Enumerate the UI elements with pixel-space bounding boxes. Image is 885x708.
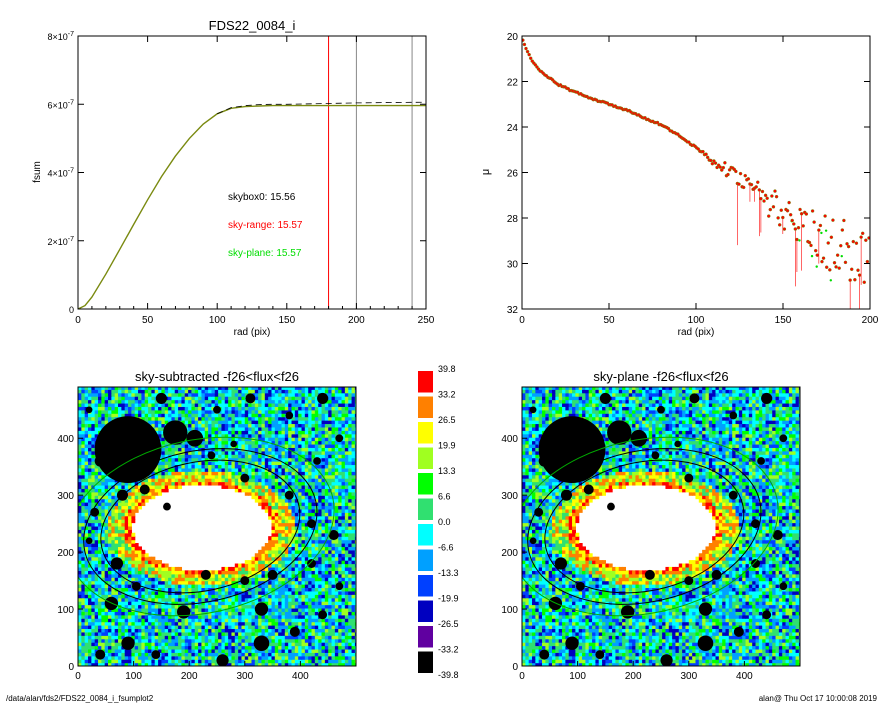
footer-timestamp: alan@ Thu Oct 17 10:00:08 2019 — [758, 694, 877, 703]
colorbar-label-2: 26.5 — [438, 415, 456, 425]
colorbar-label-4: 13.3 — [438, 466, 456, 476]
panel-sky-plane: sky-plane -f26<flux<f26 0 100 200 300 400 0 10… — [501, 369, 801, 682]
fsum-xtick-label-0: 0 — [75, 315, 81, 326]
sky-plane-map-ellipse-0 — [544, 459, 745, 594]
sky-plane-map-ellipse-1 — [527, 448, 762, 605]
colorbar-label-3: 19.9 — [438, 441, 456, 451]
colorbar-swatch-11 — [418, 651, 433, 673]
residual-map-ellipse-1 — [83, 448, 318, 605]
sky-plane-map-xtick-label-3: 300 — [680, 671, 697, 682]
fsum-xtick-label-1: 50 — [142, 315, 154, 326]
residual-map-xtick-label-2: 200 — [181, 671, 198, 682]
sky-plane-map-ellipse-2 — [522, 436, 779, 617]
fsum-ytick-label-0: 0 — [69, 305, 74, 315]
colorbar-swatch-9 — [418, 600, 433, 622]
panel-fsum-xlabel: rad (pix) — [234, 327, 271, 338]
residual-map-xtick-label-4: 400 — [292, 671, 309, 682]
panel-fsum: FDS22_0084_i 0 50 100 150 200 250 0 2×10-7 4×10-… — [32, 18, 435, 338]
sb-xtick-label-0: 0 — [519, 315, 525, 326]
annotation-sky-range: sky-range: 15.57 — [228, 220, 303, 231]
fsum-series-solid — [78, 104, 426, 309]
panel-surface-brightness-xlabel: rad (pix) — [678, 327, 715, 338]
colorbar-label-8: -13.3 — [438, 568, 459, 578]
colorbar-swatch-4 — [418, 473, 433, 495]
panel-fsum-title: FDS22_0084_i — [209, 18, 296, 33]
colorbar-swatch-2 — [418, 422, 433, 444]
fsum-ytick-label-1: 2×10-7 — [47, 236, 74, 247]
colorbar-swatch-7 — [418, 549, 433, 571]
colorbar: 39.8 33.2 26.5 19.9 13.3 6.6 0.0 -6.6 -13.3 -19.9… — [418, 364, 459, 680]
colorbar-label-11: -33.2 — [438, 645, 459, 655]
colorbar-swatch-5 — [418, 498, 433, 520]
colorbar-label-12: -39.8 — [438, 670, 459, 680]
fsum-ytick-label-3: 6×10-7 — [47, 99, 74, 110]
colorbar-label-0: 39.8 — [438, 364, 456, 374]
sb-ytick-label-6: 32 — [507, 305, 519, 316]
sb-ytick-label-2: 24 — [507, 123, 519, 134]
residual-map-ytick-label-3: 300 — [57, 491, 74, 502]
residual-map-ellipse-2 — [78, 436, 335, 617]
fsum-series-dashed — [217, 101, 426, 115]
fsum-xtick-label-4: 200 — [348, 315, 365, 326]
colorbar-label-6: 0.0 — [438, 517, 451, 527]
sky-plane-map-ytick-label-3: 300 — [501, 491, 518, 502]
residual-map-xtick-label-1: 100 — [125, 671, 142, 682]
sky-plane-map-xtick-label-2: 200 — [625, 671, 642, 682]
residual-map-xtick-label-3: 300 — [236, 671, 253, 682]
panel-sky-subtracted-frame — [77, 386, 357, 667]
panel-fsum-frame — [77, 35, 427, 310]
panel-sky-subtracted: sky-subtracted -f26<flux<f26 0 100 200 300 4… — [57, 369, 357, 682]
residual-map-xtick-label-0: 0 — [75, 671, 81, 682]
fsum-xtick-label-3: 150 — [278, 315, 295, 326]
residual-map-ellipse-0 — [100, 459, 301, 594]
sb-ytick-label-0: 20 — [507, 32, 519, 43]
sb-xtick-label-3: 150 — [775, 315, 792, 326]
sky-plane-map-ytick-label-2: 200 — [501, 548, 518, 559]
sb-xtick-label-4: 200 — [862, 315, 879, 326]
sky-plane-map-xtick-label-1: 100 — [569, 671, 586, 682]
colorbar-swatch-0 — [418, 371, 433, 393]
footer-file-path: /data/alan/fds2/FDS22_0084_i_fsumplot2 — [6, 694, 154, 703]
sky-plane-map-xtick-label-4: 400 — [736, 671, 753, 682]
sb-ytick-label-4: 28 — [507, 214, 519, 225]
sky-plane-map-ytick-label-4: 400 — [501, 434, 518, 445]
panel-surface-brightness-ylabel: μ — [480, 169, 492, 175]
colorbar-swatch-10 — [418, 626, 433, 648]
sky-plane-map-ytick-label-0: 0 — [512, 662, 518, 673]
annotation-skybox0: skybox0: 15.56 — [228, 192, 296, 203]
annotation-sky-plane: sky-plane: 15.57 — [228, 248, 302, 259]
panel-fsum-ylabel: fsum — [32, 161, 43, 183]
colorbar-label-5: 6.6 — [438, 492, 451, 502]
sky-plane-map-xtick-label-0: 0 — [519, 671, 525, 682]
panel-sky-subtracted-title: sky-subtracted -f26<flux<f26 — [135, 369, 299, 384]
sky-plane-map-ytick-label-1: 100 — [501, 605, 518, 616]
colorbar-swatch-6 — [418, 524, 433, 546]
colorbar-label-10: -26.5 — [438, 619, 459, 629]
residual-map-ytick-label-4: 400 — [57, 434, 74, 445]
residual-map-ytick-label-2: 200 — [57, 548, 74, 559]
residual-map-ytick-label-1: 100 — [57, 605, 74, 616]
colorbar-label-9: -19.9 — [438, 594, 459, 604]
sb-xtick-label-2: 100 — [688, 315, 705, 326]
sb-ytick-label-5: 30 — [507, 260, 519, 271]
colorbar-swatch-3 — [418, 447, 433, 469]
residual-map-ytick-label-0: 0 — [68, 662, 74, 673]
colorbar-label-1: 33.2 — [438, 390, 456, 400]
fsum-xtick-label-2: 100 — [209, 315, 226, 326]
sb-ytick-label-3: 26 — [507, 169, 519, 180]
colorbar-label-7: -6.6 — [438, 543, 454, 553]
colorbar-swatch-1 — [418, 396, 433, 418]
panel-sky-plane-title: sky-plane -f26<flux<f26 — [593, 369, 728, 384]
panel-surface-brightness-frame — [521, 35, 871, 310]
fsum-ytick-label-2: 4×10-7 — [47, 168, 74, 179]
sb-xtick-label-1: 50 — [603, 315, 615, 326]
fsum-xtick-label-5: 250 — [418, 315, 435, 326]
panel-sky-plane-frame — [521, 386, 801, 667]
panel-surface-brightness: 0 50 100 150 200 20 22 24 26 28 30 32 rad (pix) μ — [480, 32, 879, 338]
colorbar-swatch-8 — [418, 575, 433, 597]
sb-ytick-label-1: 22 — [507, 78, 519, 89]
fsum-ytick-label-4: 8×10-7 — [47, 31, 74, 42]
